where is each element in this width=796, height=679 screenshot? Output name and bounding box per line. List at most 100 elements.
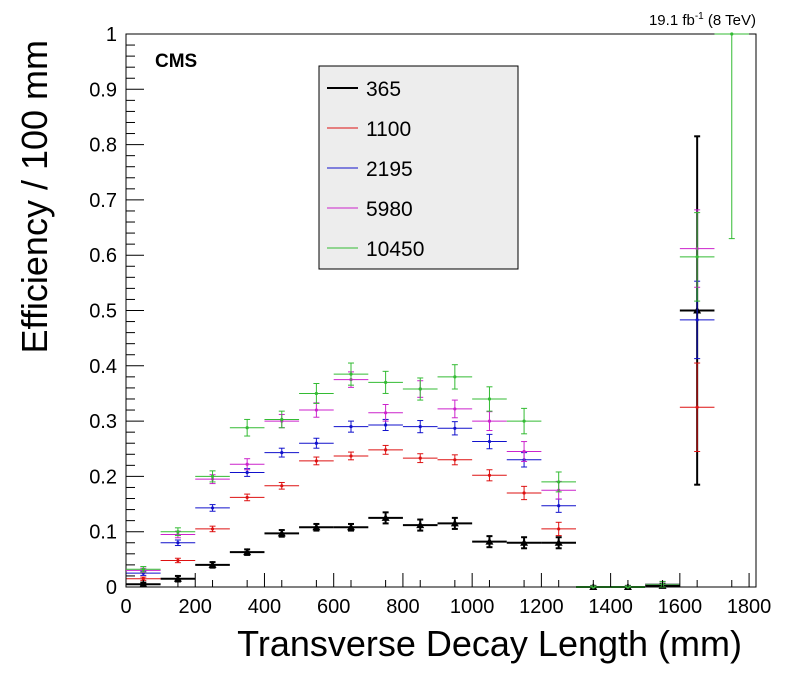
data-point — [245, 426, 249, 430]
data-point — [280, 484, 284, 488]
data-point — [554, 538, 563, 546]
y-tick-label: 1 — [106, 24, 117, 46]
y-tick-label: 0.4 — [89, 356, 117, 378]
data-point — [384, 448, 388, 452]
series-2195 — [126, 280, 715, 589]
data-point — [730, 32, 734, 36]
data-point — [280, 451, 284, 455]
x-tick-label: 800 — [386, 596, 419, 618]
data-point — [418, 387, 422, 391]
data-point — [381, 513, 390, 521]
x-tick-label: 0 — [120, 596, 131, 618]
legend: 365 1100 2195 5980 10450 — [318, 65, 519, 270]
x-tick-label: 1800 — [727, 596, 772, 618]
y-axis-label: Efficiency / 100 mm — [14, 40, 55, 353]
data-point — [418, 456, 422, 460]
data-point — [384, 423, 388, 427]
data-point — [176, 541, 180, 545]
energy-label: (8 TeV) — [704, 12, 756, 29]
data-layer — [126, 32, 750, 590]
data-point — [487, 439, 492, 444]
data-point — [695, 318, 699, 322]
data-point — [450, 519, 459, 527]
data-point — [416, 521, 425, 529]
axis-ticks: 0 200 400 600 800 1000 1200 1400 1600 1800 0 0.1 0.2… — [89, 24, 771, 618]
series-1100 — [126, 362, 715, 589]
data-point — [695, 405, 699, 409]
cms-label: CMS — [155, 51, 197, 72]
y-tick-label: 0.9 — [89, 79, 117, 101]
data-point — [210, 527, 215, 531]
legend-label: 1100 — [366, 118, 411, 141]
data-point — [312, 523, 321, 531]
data-point — [141, 567, 145, 571]
y-tick-label: 0.3 — [89, 411, 117, 433]
legend-label: 2195 — [366, 158, 413, 181]
x-tick-label: 1200 — [519, 596, 564, 618]
data-point — [245, 470, 249, 475]
data-point — [418, 425, 422, 429]
data-point — [349, 372, 353, 376]
y-tick-label: 0.1 — [89, 522, 117, 544]
data-point — [208, 560, 217, 568]
legend-label: 365 — [366, 78, 401, 101]
data-point — [314, 408, 318, 412]
data-point — [453, 426, 457, 430]
series-10450 — [126, 32, 750, 589]
data-point — [280, 417, 284, 422]
data-point — [522, 449, 526, 454]
data-point — [314, 391, 318, 396]
y-tick-label: 0.5 — [89, 301, 117, 323]
data-point — [384, 380, 388, 384]
data-point — [487, 419, 492, 423]
x-tick-label: 1400 — [588, 596, 633, 618]
x-tick-label: 600 — [317, 596, 350, 618]
data-point — [487, 397, 492, 401]
x-axis-label: Transverse Decay Length (mm) — [237, 623, 742, 664]
data-point — [141, 577, 145, 581]
data-point — [347, 523, 355, 531]
luminosity-exponent: -1 — [695, 11, 704, 22]
legend-label: 5980 — [366, 198, 413, 221]
y-tick-label: 0.7 — [89, 190, 117, 212]
data-point — [349, 425, 353, 429]
data-point — [487, 473, 492, 477]
x-tick-label: 1600 — [658, 596, 703, 618]
data-point — [243, 548, 252, 556]
legend-label: 10450 — [366, 238, 424, 261]
data-point — [277, 529, 286, 537]
data-point — [557, 527, 561, 531]
data-point — [520, 538, 529, 546]
y-tick-label: 0.2 — [89, 466, 117, 488]
data-point — [314, 459, 318, 463]
luminosity-label: 19.1 fb-1 (8 TeV) — [649, 11, 756, 29]
x-tick-label: 1000 — [450, 596, 495, 618]
data-point — [176, 558, 180, 563]
data-point — [522, 419, 526, 423]
data-point — [557, 480, 561, 484]
data-point — [349, 454, 353, 458]
y-tick-label: 0.6 — [89, 245, 117, 267]
data-point — [245, 462, 249, 466]
data-point — [173, 574, 182, 582]
luminosity-value: 19.1 fb — [649, 12, 695, 29]
x-tick-label: 400 — [248, 596, 281, 618]
data-point — [384, 411, 388, 415]
data-point — [210, 506, 215, 510]
data-point — [485, 537, 494, 545]
data-point — [176, 530, 180, 534]
data-point — [210, 474, 215, 478]
data-point — [453, 407, 457, 411]
data-point — [522, 491, 526, 495]
data-point — [557, 504, 561, 508]
x-tick-label: 200 — [179, 596, 212, 618]
y-tick-label: 0.8 — [89, 135, 117, 157]
data-point — [453, 375, 457, 379]
data-point — [695, 255, 699, 259]
data-point — [314, 441, 318, 445]
data-point — [453, 458, 457, 462]
data-point — [245, 495, 249, 500]
y-tick-label: 0 — [106, 577, 117, 599]
